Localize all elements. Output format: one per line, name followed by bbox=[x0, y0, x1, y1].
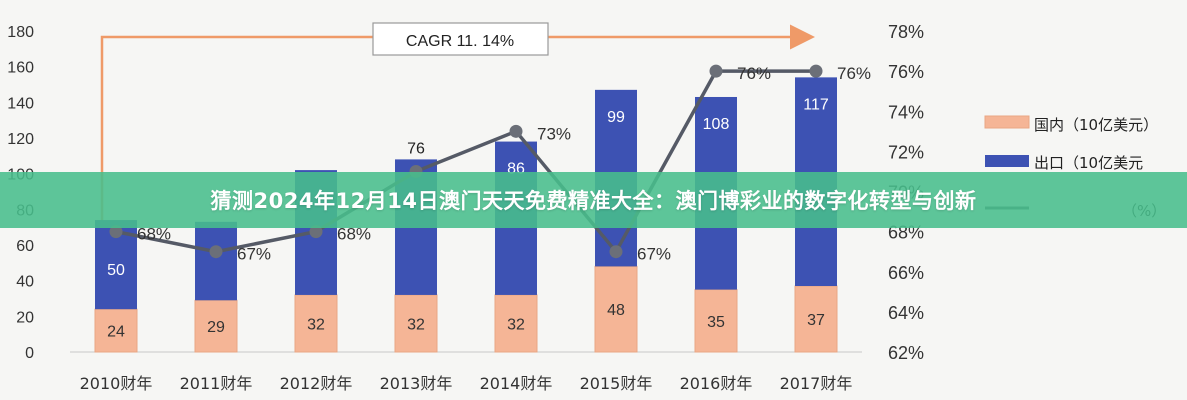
line-point bbox=[209, 245, 223, 259]
right-tick-label: 74% bbox=[888, 102, 924, 122]
category-label: 2017财年 bbox=[780, 374, 853, 393]
left-tick-label: 180 bbox=[7, 24, 34, 41]
bar-domestic-label: 35 bbox=[707, 314, 725, 331]
line-point-label: 68% bbox=[137, 225, 171, 244]
bar-export-label: 50 bbox=[107, 262, 125, 279]
bar-domestic bbox=[194, 299, 238, 353]
bar-export-label: 108 bbox=[703, 116, 730, 133]
right-tick-label: 78% bbox=[888, 22, 924, 42]
bar-domestic bbox=[94, 308, 138, 353]
bar-domestic bbox=[594, 265, 638, 353]
legend-swatch-export bbox=[985, 155, 1029, 167]
line-point bbox=[309, 225, 323, 239]
bar-domestic bbox=[794, 285, 838, 353]
category-label: 2011财年 bbox=[180, 374, 253, 393]
left-tick-label: 140 bbox=[7, 95, 34, 112]
left-tick-label: 40 bbox=[16, 274, 34, 291]
bar-export-label: 76 bbox=[407, 140, 425, 157]
bar-export bbox=[195, 221, 237, 301]
line-point bbox=[109, 225, 123, 239]
category-label: 2010财年 bbox=[80, 374, 153, 393]
left-tick-label: 60 bbox=[16, 238, 34, 255]
right-tick-label: 66% bbox=[888, 263, 924, 283]
bar-domestic-label: 48 bbox=[607, 302, 625, 319]
left-tick-label: 120 bbox=[7, 131, 34, 148]
bar-export-label: 117 bbox=[803, 96, 829, 113]
title-banner: 猜测2024年12月14日澳门天天免费精准大全：澳门博彩业的数字化转型与创新 bbox=[0, 172, 1187, 228]
bar-domestic-label: 24 bbox=[107, 324, 125, 341]
bar-domestic-label: 29 bbox=[207, 319, 225, 336]
cagr-box bbox=[372, 22, 549, 56]
legend-label-domestic: 国内（10亿美元） bbox=[1034, 116, 1158, 134]
legend-swatch-domestic bbox=[984, 115, 1030, 129]
line-point-label: 67% bbox=[637, 245, 671, 264]
line-series bbox=[115, 69, 816, 255]
right-tick-label: 76% bbox=[888, 62, 924, 82]
category-label: 2014财年 bbox=[480, 374, 553, 393]
bar-domestic-label: 32 bbox=[507, 316, 525, 333]
left-tick-label: 0 bbox=[25, 345, 34, 362]
bar-domestic bbox=[294, 294, 338, 353]
left-tick-label: 20 bbox=[16, 309, 34, 326]
bar-domestic-label: 32 bbox=[407, 316, 425, 333]
right-tick-label: 62% bbox=[888, 343, 924, 363]
line-point-label: 67% bbox=[237, 245, 271, 264]
bar-domestic bbox=[694, 289, 738, 353]
right-tick-label: 72% bbox=[888, 142, 924, 162]
left-tick-label: 160 bbox=[7, 60, 34, 77]
line-point-label: 76% bbox=[737, 64, 771, 83]
cagr-label: CAGR 11. 14% bbox=[406, 33, 514, 50]
category-label: 2012财年 bbox=[280, 374, 353, 393]
line-point-label: 73% bbox=[537, 124, 571, 143]
line-point bbox=[609, 245, 623, 259]
category-label: 2016财年 bbox=[680, 374, 753, 393]
line-point-label: 68% bbox=[337, 225, 371, 244]
bar-domestic-label: 37 bbox=[807, 312, 825, 329]
banner-title: 猜测2024年12月14日澳门天天免费精准大全：澳门博彩业的数字化转型与创新 bbox=[210, 189, 977, 213]
line-point bbox=[809, 64, 823, 78]
bar-domestic-label: 32 bbox=[307, 316, 325, 333]
line-point-label: 76% bbox=[837, 64, 871, 83]
line-point bbox=[509, 124, 523, 138]
line-point bbox=[709, 64, 723, 78]
right-tick-label: 64% bbox=[888, 303, 924, 323]
legend-label-export: 出口（10亿美元 bbox=[1034, 154, 1143, 172]
category-label: 2015财年 bbox=[580, 374, 653, 393]
category-label: 2013财年 bbox=[380, 374, 453, 393]
bar-export-label: 99 bbox=[607, 109, 625, 126]
